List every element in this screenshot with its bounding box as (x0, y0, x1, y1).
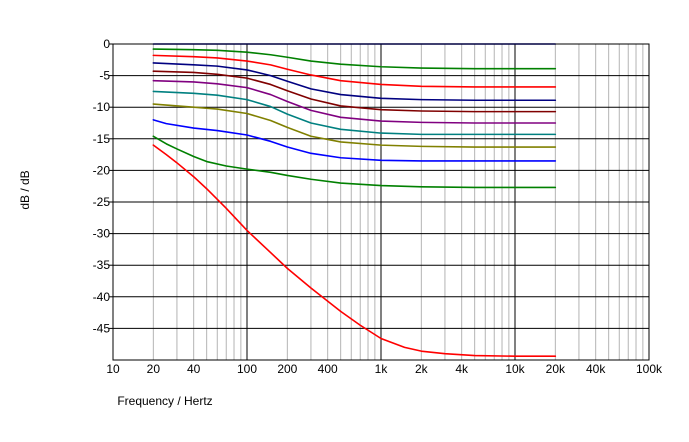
series-line-curve-11 (152, 144, 557, 358)
x-tick-label: 20 (147, 362, 161, 376)
y-tick-label: -20 (93, 163, 111, 177)
x-tick-label: 100 (237, 362, 257, 376)
x-tick-label: 100k (636, 362, 663, 376)
series-layer (152, 43, 557, 358)
x-tick-label: 40k (586, 362, 606, 376)
y-tick-label: -25 (93, 195, 111, 209)
x-tick-label: 200 (277, 362, 297, 376)
y-tick-label: -40 (93, 290, 111, 304)
y-tick-label: 0 (103, 37, 110, 51)
y-tick-label: -15 (93, 132, 111, 146)
grid-layer (113, 43, 649, 361)
x-tick-label: 20k (546, 362, 566, 376)
series-line-curve-4 (152, 62, 557, 102)
tick-layer: 0 -5 -10 -15 -20 -25 -30 -35 -40 -45 10 20 40 100 200 4… (93, 37, 663, 376)
x-tick-label: 1k (375, 362, 389, 376)
x-tick-label: 40 (187, 362, 201, 376)
series-line-curve-8 (152, 103, 557, 148)
y-tick-label: -45 (93, 321, 111, 335)
series-line-curve-10 (152, 135, 557, 189)
y-tick-label: -35 (93, 258, 111, 272)
series-line-curve-5 (152, 70, 557, 113)
x-tick-label: 400 (318, 362, 338, 376)
series-line-curve-2 (152, 48, 557, 70)
x-tick-label: 10k (505, 362, 525, 376)
series-line-curve-7 (152, 90, 557, 136)
y-tick-label: -30 (93, 227, 111, 241)
y-tick-label: -10 (93, 100, 111, 114)
x-tick-label: 2k (415, 362, 429, 376)
series-line-curve-3 (152, 54, 557, 88)
x-axis-label: Frequency / Hertz (117, 394, 212, 408)
y-tick-label: -5 (99, 69, 110, 83)
series-line-curve-6 (152, 79, 557, 124)
x-tick-label: 10 (106, 362, 120, 376)
y-axis-label: dB / dB (18, 170, 32, 209)
series-line-curve-9 (152, 119, 557, 162)
x-tick-label: 4k (455, 362, 469, 376)
